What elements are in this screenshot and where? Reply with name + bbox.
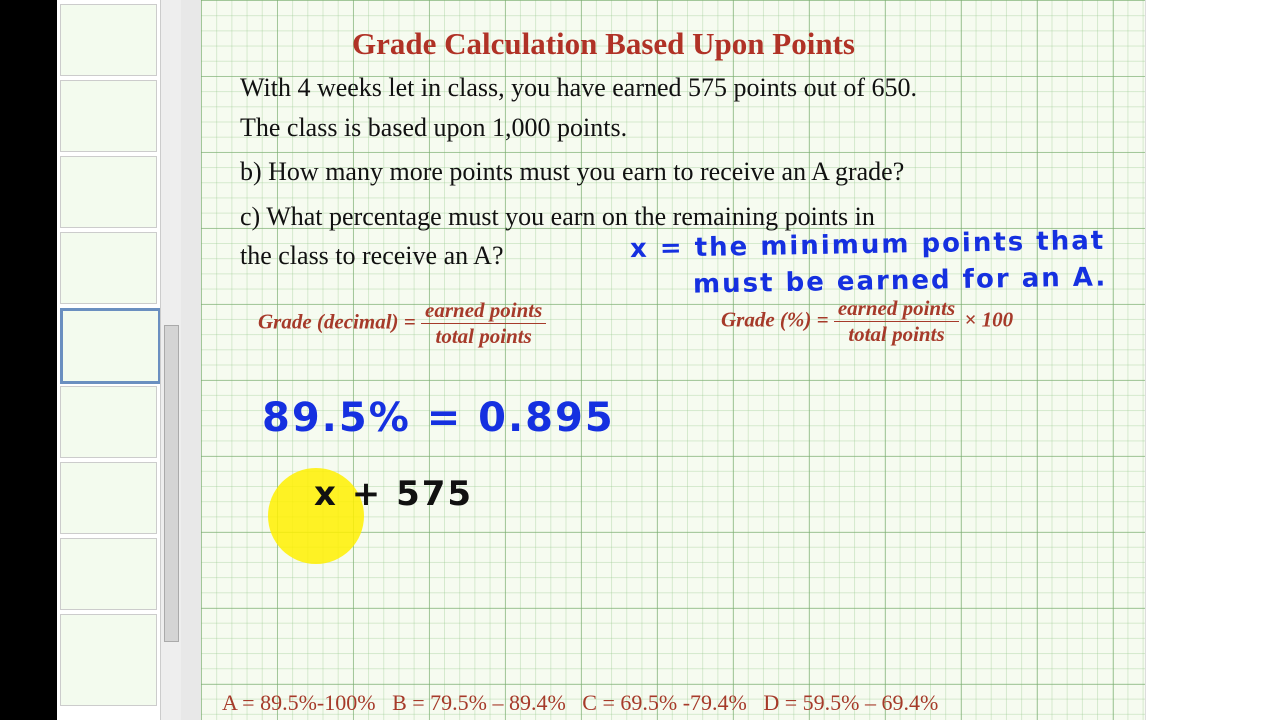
cursor-highlight (268, 468, 364, 564)
scrollbar[interactable] (160, 0, 181, 720)
side-area (1145, 0, 1280, 720)
formula-lhs: Grade (decimal) = (258, 309, 416, 334)
numerator: earned points (833, 296, 960, 322)
formula: Grade (%) = earned points total points × … (721, 296, 1013, 347)
formula-suffix: × 100 (964, 307, 1014, 332)
problem-line: With 4 weeks let in class, you have earn… (240, 73, 917, 102)
slide-thumb[interactable] (60, 538, 157, 610)
scroll-thumb[interactable] (164, 325, 179, 642)
slide-thumb[interactable] (60, 308, 161, 384)
title: Grade Calculation Based Upon Points (352, 26, 855, 61)
problem-line: The class is based upon 1,000 points. (240, 113, 628, 142)
grade-scale: A = 89.5%-100% B = 79.5% – 89.4% C = 69.… (222, 690, 938, 716)
fraction: earned points total points (421, 298, 547, 349)
question: b) How many more points must you earn to… (240, 157, 905, 186)
question: the class to receive an A? (240, 241, 504, 270)
handwriting: x + 575 (314, 474, 474, 514)
slide-thumb[interactable] (60, 80, 157, 152)
formula: Grade (decimal) = earned points total poi… (258, 298, 547, 349)
denominator: total points (848, 322, 945, 346)
slide-thumb[interactable] (60, 156, 157, 228)
slide-thumb[interactable] (60, 232, 157, 304)
slide-thumb[interactable] (60, 4, 157, 76)
question: c) What percentage must you earn on the … (240, 202, 875, 231)
grade-range: B = 79.5% – 89.4% (392, 690, 566, 715)
handwriting: 89.5% = 0.895 (262, 395, 615, 441)
slide-thumb[interactable] (60, 386, 157, 458)
denominator: total points (435, 324, 532, 348)
grid-paper (201, 0, 1145, 720)
gutter (181, 0, 201, 720)
grade-range: A = 89.5%-100% (222, 690, 376, 715)
slide-thumb[interactable] (60, 462, 157, 534)
fraction: earned points total points (833, 296, 960, 347)
slide-panel (57, 0, 161, 720)
formula-lhs: Grade (%) = (721, 307, 829, 332)
slide-thumb[interactable] (60, 614, 157, 706)
numerator: earned points (421, 298, 547, 324)
grade-range: C = 69.5% -79.4% (582, 690, 747, 715)
grade-range: D = 59.5% – 69.4% (763, 690, 939, 715)
